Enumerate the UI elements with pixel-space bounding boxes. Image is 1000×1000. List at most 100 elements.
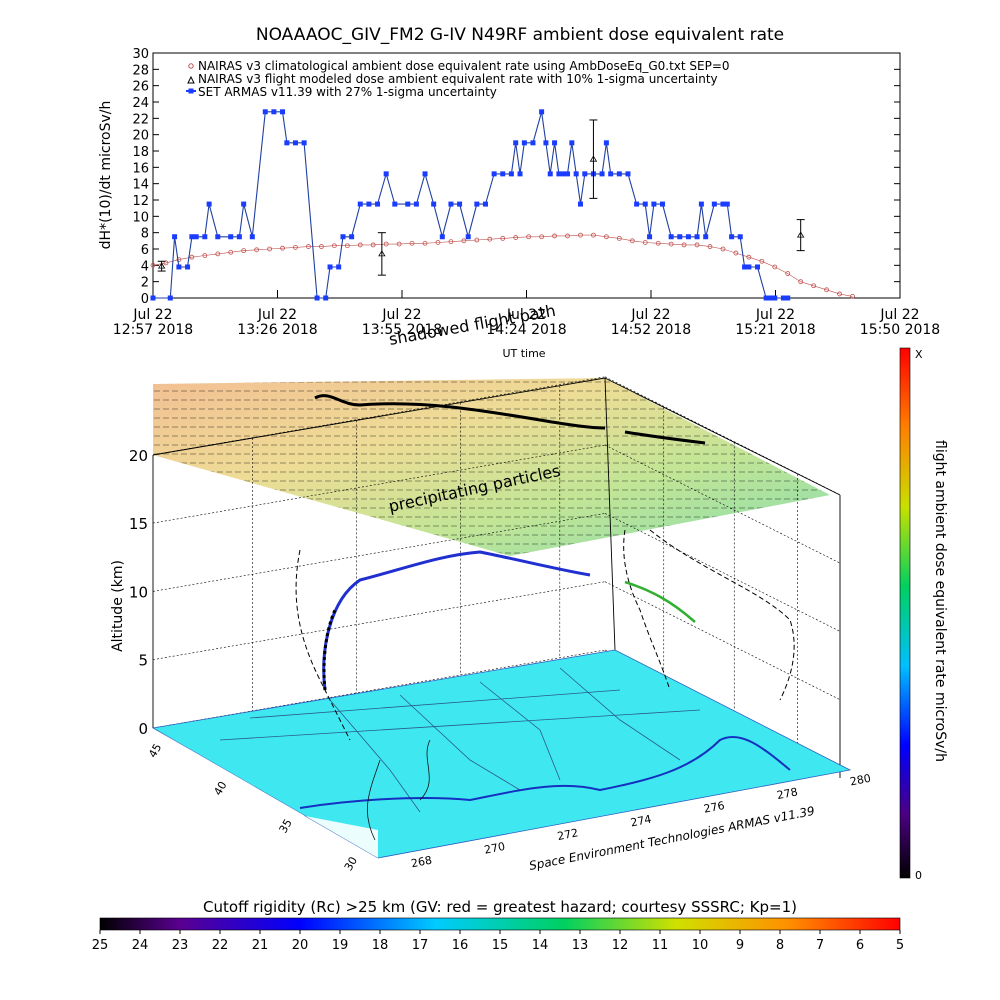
armas-point [250,234,255,239]
cutoff-colorbar-title: Cutoff rigidity (Rc) >25 km (GV: red = g… [203,898,797,916]
armas-point [168,296,173,301]
x-tick-label-bottom: 13:26 2018 [237,322,317,338]
armas-point [457,202,462,207]
armas-point [582,171,587,176]
armas-point [651,202,656,207]
y-tick-label: 0 [141,292,149,307]
armas-point [729,234,734,239]
x-axis-label: UT time [502,347,545,360]
legend-entry-armas: SET ARMAS v11.39 with 27% 1-sigma uncert… [198,85,497,99]
armas-point [366,202,371,207]
x-tick-label-top: Jul 22 [755,307,795,323]
armas-point [336,264,341,269]
y-tick-label: 22 [132,112,149,127]
y-tick-label: 8 [141,227,149,242]
armas-point [569,140,574,145]
y-tick-label: 6 [141,243,149,258]
armas-point [561,171,566,176]
armas-point [328,264,333,269]
armas-point [440,234,445,239]
armas-point [530,140,535,145]
y-tick-label: 16 [132,161,149,176]
armas-point [284,140,289,145]
y-tick-label: 14 [132,178,149,193]
armas-point [474,202,479,207]
legend: NAIRAS v3 climatological ambient dose eq… [186,59,730,99]
legend-entry-flight-model: NAIRAS v3 flight modeled dose ambient eq… [198,72,718,86]
cutoff-tick-label: 7 [816,938,824,953]
cutoff-tick-label: 18 [372,938,389,953]
armas-point [677,234,682,239]
armas-point [405,202,410,207]
cutoff-tick-label: 21 [252,938,269,953]
armas-point [448,202,453,207]
armas-point [617,171,622,176]
cutoff-tick-label: 16 [452,938,469,953]
longitude-tick-label: 278 [776,785,799,802]
armas-point [669,234,674,239]
series-armas [151,109,791,300]
armas-point [431,202,436,207]
armas-point [202,234,207,239]
armas-point [194,234,199,239]
cutoff-colorbar-bar [100,918,900,930]
cutoff-tick-label: 9 [736,938,744,953]
armas-point [518,171,523,176]
armas-point [625,171,630,176]
shadowed-flight-path-right2 [650,530,794,700]
armas-point [302,140,307,145]
longitude-tick-label: 268 [410,854,433,871]
cutoff-tick-label: 23 [172,938,189,953]
altitude-ticks: 0 5 10 15 20 [129,447,148,738]
armas-point [600,171,605,176]
armas-point [699,202,704,207]
figure-title: NOAAAOC_GIV_FM2 G-IV N49RF ambient dose … [256,25,784,45]
y-tick-label: 12 [132,194,149,209]
cutoff-rigidity-colorbar: Cutoff rigidity (Rc) >25 km (GV: red = g… [92,898,904,953]
armas-point [215,234,220,239]
altitude-gridline [153,513,605,591]
dose-colorbar-max: X [915,348,923,361]
x-tick-label-bottom: 12:57 2018 [113,322,193,338]
cutoff-tick-label: 11 [652,938,669,953]
armas-point [492,171,497,176]
armas-point [237,234,242,239]
armas-point [483,202,488,207]
altitude-tick-label: 0 [138,720,148,738]
cutoff-tick-label: 13 [572,938,589,953]
armas-point [552,140,557,145]
armas-point [578,202,583,207]
armas-point [423,171,428,176]
y-tick-label: 28 [132,63,149,78]
y-tick-label: 4 [141,259,149,274]
armas-point [500,171,505,176]
longitude-tick-label: 274 [629,813,652,830]
cutoff-tick-label: 24 [132,938,149,953]
cutoff-tick-label: 19 [332,938,349,953]
y-axis-label: dH*(10)/dt microSv/h [98,101,114,250]
latitude-tick-label: 35 [277,817,295,836]
armas-point [703,234,708,239]
armas-point [392,202,397,207]
x-tick-label-bottom: 15:50 2018 [860,322,940,338]
armas-point [263,109,268,114]
armas-point [712,202,717,207]
armas-point [647,234,652,239]
latitude-tick-label: 40 [211,779,229,798]
legend-marker-flight-model [188,77,194,83]
armas-point [574,171,579,176]
y-tick-label: 30 [132,47,149,62]
cutoff-tick-label: 15 [492,938,509,953]
x-tick-label-top: Jul 22 [879,307,919,323]
armas-point [522,140,527,145]
y-tick-label: 20 [132,129,149,144]
armas-point [293,140,298,145]
altitude-gridline [153,582,605,660]
legend-marker-armas [189,89,194,94]
altitude-axis-label: Altitude (km) [110,560,126,652]
longitude-tick-label: 280 [849,772,872,789]
armas-point [358,202,363,207]
armas-point [556,171,561,176]
armas-point [725,202,730,207]
dose-colorbar-min: 0 [915,869,922,882]
